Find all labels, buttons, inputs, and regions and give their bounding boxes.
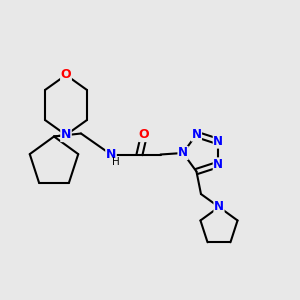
Text: H: H	[112, 157, 119, 167]
Text: O: O	[61, 68, 71, 82]
Text: N: N	[191, 128, 202, 141]
Text: N: N	[178, 146, 188, 160]
Text: N: N	[213, 158, 223, 171]
Text: O: O	[139, 128, 149, 142]
Text: N: N	[213, 135, 223, 148]
Text: N: N	[214, 200, 224, 214]
Text: N: N	[106, 148, 116, 161]
Text: N: N	[61, 128, 71, 142]
